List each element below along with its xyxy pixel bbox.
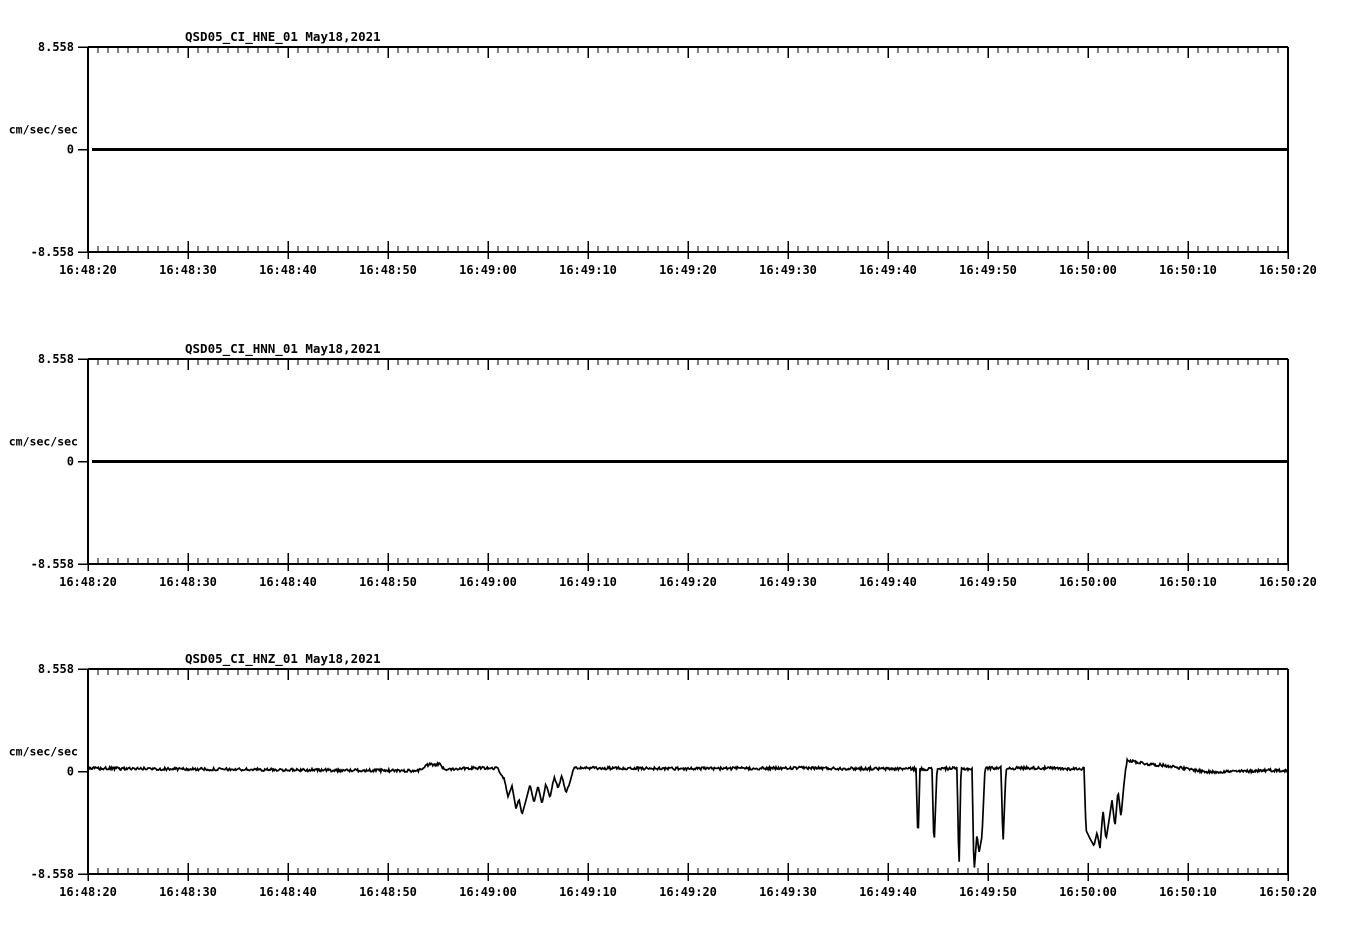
x-axis-tick-label: 16:48:50 [359, 263, 417, 277]
x-axis-tick-label: 16:50:10 [1159, 575, 1217, 589]
seismogram-panel-hnz: QSD05_CI_HNZ_01 May18,2021 8.558 cm/sec/se… [0, 639, 1358, 929]
x-axis-tick-label: 16:48:20 [59, 263, 117, 277]
x-axis-tick-label: 16:49:00 [459, 885, 517, 899]
y-axis-ticks [78, 46, 88, 253]
x-axis-tick-label: 16:49:00 [459, 575, 517, 589]
y-axis-unit-label: cm/sec/sec [9, 435, 78, 449]
y-axis-ticks [78, 358, 88, 565]
x-axis-tick-label: 16:49:50 [959, 263, 1017, 277]
panel-canvas-hne: QSD05_CI_HNE_01 May18,2021 8.558 cm/sec/se… [9, 29, 1317, 277]
x-axis-tick-label: 16:49:40 [859, 885, 917, 899]
x-axis-tick-label: 16:50:00 [1059, 885, 1117, 899]
x-axis-tick-label: 16:50:20 [1259, 575, 1317, 589]
seismogram-panel-hnn: QSD05_CI_HNN_01 May18,2021 8.558 cm/sec/se… [0, 329, 1358, 619]
x-axis-tick-label: 16:49:30 [759, 575, 817, 589]
x-axis-tick-label: 16:49:00 [459, 263, 517, 277]
waveform-trace [87, 756, 1289, 868]
x-axis-tick-label: 16:48:40 [259, 885, 317, 899]
x-axis-tick-label: 16:50:00 [1059, 263, 1117, 277]
y-axis-zero-label: 0 [67, 765, 74, 779]
y-axis-unit-label: cm/sec/sec [9, 123, 78, 137]
x-axis-tick-label: 16:49:20 [659, 885, 717, 899]
x-axis-tick-label: 16:48:50 [359, 885, 417, 899]
x-axis-tick-label: 16:48:30 [159, 885, 217, 899]
axis-ticks [87, 669, 1289, 881]
axis-ticks [87, 359, 1289, 571]
x-axis-tick-label: 16:50:20 [1259, 263, 1317, 277]
y-axis-min-label: -8.558 [31, 557, 74, 571]
x-axis-tick-label: 16:48:40 [259, 263, 317, 277]
y-axis-unit-label: cm/sec/sec [9, 745, 78, 759]
x-axis-tick-label: 16:48:30 [159, 263, 217, 277]
x-axis-tick-label: 16:48:50 [359, 575, 417, 589]
axis-ticks [87, 47, 1289, 259]
y-axis-max-label: 8.558 [38, 662, 74, 676]
panel-title: QSD05_CI_HNZ_01 May18,2021 [185, 651, 381, 667]
x-axis-tick-label: 16:50:20 [1259, 885, 1317, 899]
x-axis-tick-label: 16:50:00 [1059, 575, 1117, 589]
y-axis-max-label: 8.558 [38, 352, 74, 366]
x-axis-tick-label: 16:49:10 [559, 885, 617, 899]
x-axis-tick-label: 16:49:10 [559, 575, 617, 589]
x-axis-tick-label: 16:49:10 [559, 263, 617, 277]
x-axis-tick-label: 16:49:20 [659, 263, 717, 277]
x-axis-tick-label: 16:49:40 [859, 575, 917, 589]
y-axis-min-label: -8.558 [31, 245, 74, 259]
x-axis-tick-label: 16:49:40 [859, 263, 917, 277]
x-axis-tick-label: 16:48:30 [159, 575, 217, 589]
x-axis-tick-label: 16:48:20 [59, 575, 117, 589]
x-axis-tick-label: 16:49:30 [759, 263, 817, 277]
x-axis-tick-label: 16:50:10 [1159, 263, 1217, 277]
panel-canvas-hnn: QSD05_CI_HNN_01 May18,2021 8.558 cm/sec/se… [9, 341, 1317, 589]
x-axis-tick-label: 16:49:20 [659, 575, 717, 589]
x-axis-tick-label: 16:48:20 [59, 885, 117, 899]
panel-title: QSD05_CI_HNE_01 May18,2021 [185, 29, 381, 45]
plot-frame [87, 668, 1289, 875]
y-axis-min-label: -8.558 [31, 867, 74, 881]
x-axis-tick-label: 16:50:10 [1159, 885, 1217, 899]
panel-canvas-hnz: QSD05_CI_HNZ_01 May18,2021 8.558 cm/sec/se… [9, 651, 1317, 899]
x-axis-tick-label: 16:48:40 [259, 575, 317, 589]
y-axis-max-label: 8.558 [38, 40, 74, 54]
x-axis-tick-label: 16:49:50 [959, 885, 1017, 899]
x-axis-tick-label: 16:49:30 [759, 885, 817, 899]
y-axis-zero-label: 0 [67, 455, 74, 469]
x-axis-tick-label: 16:49:50 [959, 575, 1017, 589]
y-axis-ticks [78, 668, 88, 875]
panel-title: QSD05_CI_HNN_01 May18,2021 [185, 341, 381, 357]
y-axis-zero-label: 0 [67, 143, 74, 157]
seismogram-panel-hne: QSD05_CI_HNE_01 May18,2021 8.558 cm/sec/se… [0, 17, 1358, 307]
